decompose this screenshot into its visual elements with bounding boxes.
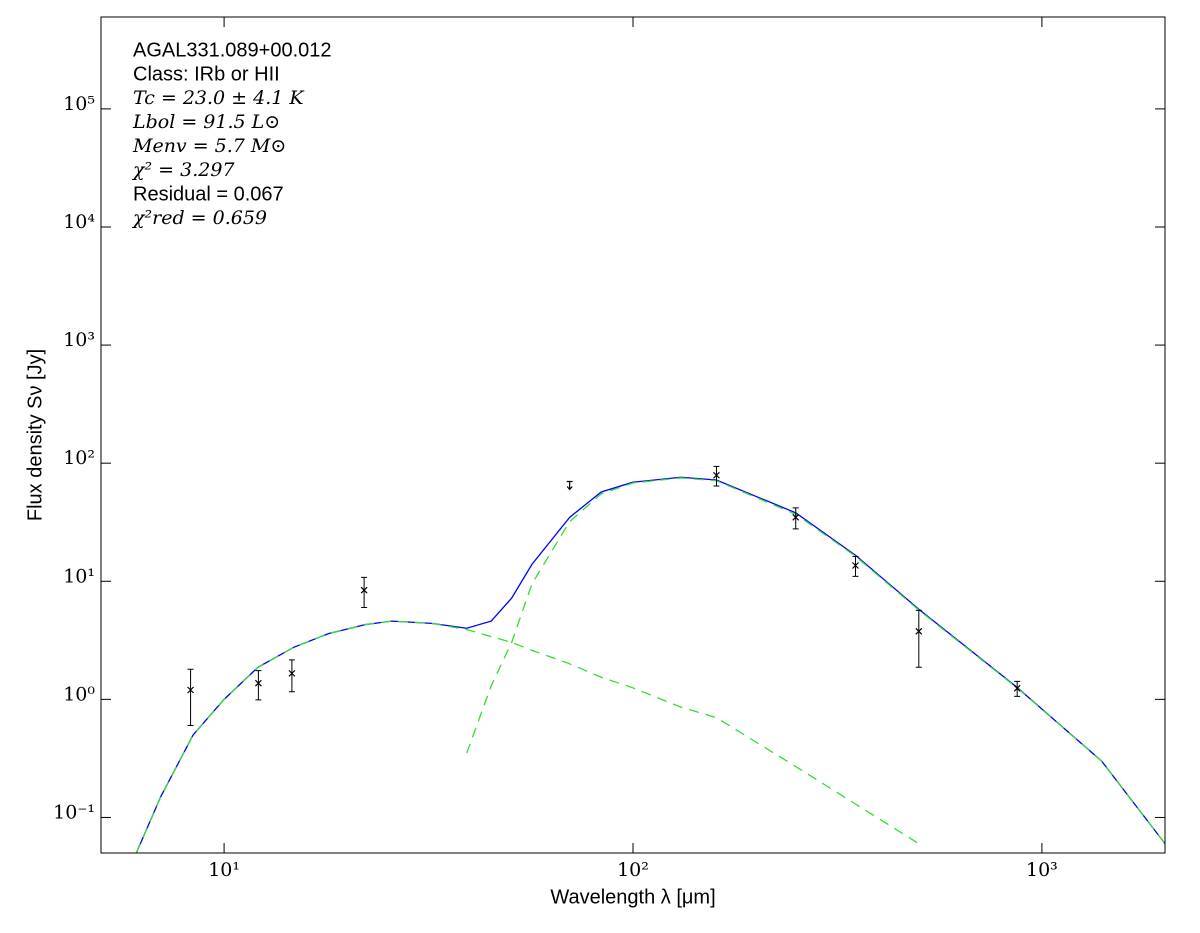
- error-bar: [852, 556, 859, 577]
- error-bar: [915, 609, 922, 668]
- y-tick-label: 10¹: [63, 565, 95, 587]
- model-curve: [135, 620, 920, 853]
- annotation: Class: IRb or HII: [133, 63, 280, 85]
- data-point: [915, 627, 923, 635]
- data-point: [187, 686, 194, 694]
- annotation: Residual = 0.067: [133, 183, 284, 205]
- upper-limit: [566, 480, 573, 491]
- x-tick-label: 10²: [617, 859, 649, 881]
- error-bar: [792, 507, 799, 530]
- error-bar: [288, 659, 295, 693]
- y-tick-label: 10²: [63, 447, 95, 469]
- error-bar: [361, 576, 368, 608]
- plot-area: [135, 465, 1165, 853]
- x-tick-label: 10³: [1026, 859, 1058, 881]
- y-tick-label: 10³: [63, 329, 95, 351]
- data-point: [360, 586, 368, 594]
- annotation: χ² = 3.297: [131, 159, 235, 181]
- annotation: Lbol = 91.5 L⊙: [132, 111, 280, 133]
- data-point: [1013, 684, 1021, 692]
- x-axis-label: Wavelength λ [μm]: [550, 886, 715, 908]
- annotation: Tc = 23.0 ± 4.1 K: [133, 87, 305, 109]
- y-tick-label: 10⁻¹: [53, 801, 95, 823]
- annotation: Menv = 5.7 M⊙: [132, 135, 286, 157]
- error-bar: [255, 670, 262, 701]
- data-point: [288, 669, 296, 677]
- annotation: χ²red = 0.659: [131, 207, 267, 229]
- data-point: [254, 679, 262, 687]
- y-tick-label: 10⁴: [63, 211, 95, 233]
- x-tick-label: 10¹: [208, 859, 240, 881]
- data-point: [792, 513, 800, 521]
- y-tick-label: 10⁰: [63, 683, 95, 705]
- y-tick-label: 10⁵: [63, 93, 95, 115]
- model-curve: [466, 477, 1165, 845]
- error-bar: [713, 465, 720, 487]
- error-bar: [187, 668, 194, 727]
- data-point: [852, 562, 859, 569]
- annotation: AGAL331.089+00.012: [133, 39, 332, 61]
- data-point: [713, 471, 720, 479]
- y-axis-label: Flux density Sν [Jy]: [24, 349, 46, 521]
